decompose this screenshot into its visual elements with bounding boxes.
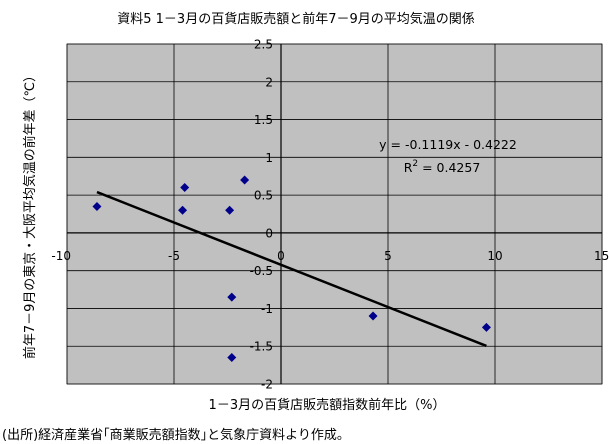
y-tick-label-6: -0.5 bbox=[250, 264, 273, 278]
r-squared-prefix: R bbox=[404, 160, 413, 175]
data-point-4 bbox=[240, 175, 250, 185]
data-point-8 bbox=[481, 322, 491, 332]
trend-line bbox=[96, 190, 487, 348]
plot-area bbox=[66, 43, 603, 385]
data-point-7 bbox=[368, 311, 378, 321]
r-squared-value: = 0.4257 bbox=[418, 160, 480, 175]
x-tick-label-5: 15 bbox=[594, 249, 609, 263]
data-point-1 bbox=[178, 205, 188, 215]
y-tick-label-3: 1 bbox=[265, 151, 273, 165]
y-tick-label-5: 0 bbox=[265, 226, 273, 240]
y-tick-label-2: 1.5 bbox=[254, 113, 273, 127]
trend-equation: y = -0.1119x - 0.4222 bbox=[379, 137, 517, 152]
x-tick-label-1: -5 bbox=[168, 249, 180, 263]
data-point-3 bbox=[225, 205, 235, 215]
y-tick-label-0: 2.5 bbox=[254, 38, 273, 52]
x-axis-label: 1－3月の百貨店販売額指数前年比（%） bbox=[209, 397, 446, 413]
r-squared-superscript: 2 bbox=[412, 159, 418, 169]
y-tick-label-1: 2 bbox=[265, 75, 273, 89]
data-point-5 bbox=[227, 292, 237, 302]
source-note: (出所)経済産業省｢商業販売額指数｣と気象庁資料より作成。 bbox=[2, 428, 350, 443]
y-tick-label-4: 0.5 bbox=[254, 189, 273, 203]
y-tick-labels: 2.5 2 1.5 1 0.5 0 -0.5 -1 -1.5 -2 bbox=[250, 38, 273, 392]
x-tick-labels: -10 -5 0 5 10 15 bbox=[51, 249, 609, 263]
x-tick-label-0: -10 bbox=[51, 249, 71, 263]
axes bbox=[67, 44, 602, 384]
y-tick-label-9: -2 bbox=[261, 378, 273, 392]
chart-title: 資料5 1－3月の百貨店販売額と前年7－9月の平均気温の関係 bbox=[117, 11, 475, 27]
data-point-2 bbox=[180, 183, 190, 193]
x-tick-label-2: 0 bbox=[277, 249, 285, 263]
data-points bbox=[92, 175, 491, 363]
x-tick-label-3: 5 bbox=[384, 249, 392, 263]
data-point-6 bbox=[227, 353, 237, 363]
y-axis-label: 前年7－9月の東京・大阪平均気温の前年差（℃） bbox=[22, 69, 38, 359]
r-squared-label: R2 = 0.4257 bbox=[404, 159, 481, 175]
y-tick-label-8: -1.5 bbox=[250, 340, 273, 354]
data-point-0 bbox=[92, 201, 102, 211]
y-tick-label-7: -1 bbox=[261, 302, 273, 316]
x-tick-label-4: 10 bbox=[487, 249, 502, 263]
